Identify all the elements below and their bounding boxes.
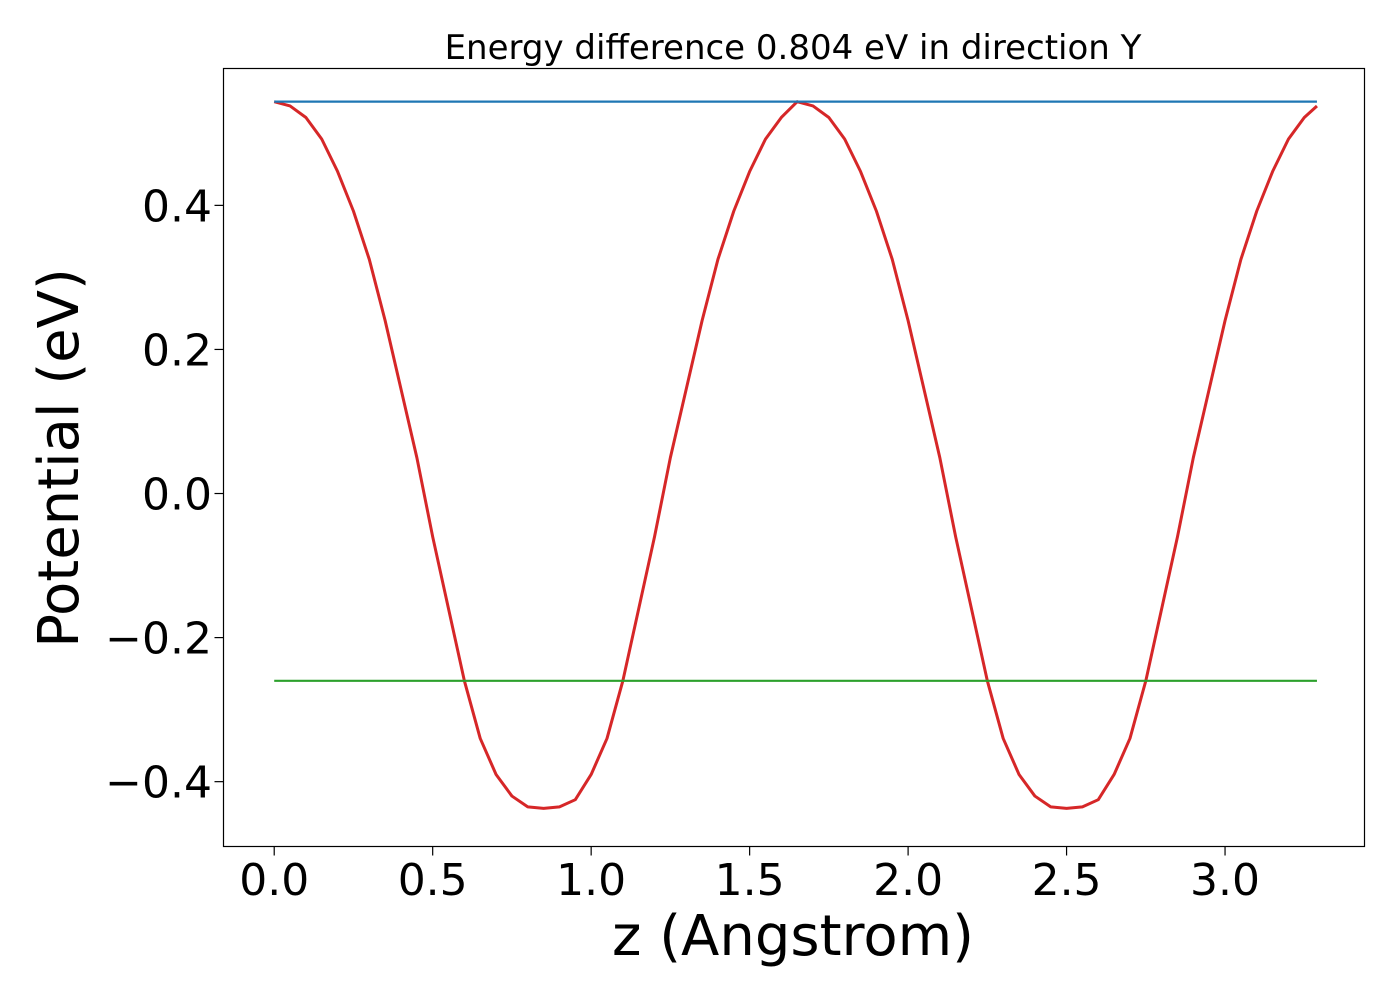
plot-area xyxy=(222,67,1366,848)
y-tick-label: 0.4 xyxy=(142,181,212,232)
y-tick-label: −0.4 xyxy=(105,758,212,809)
y-axis-label: Potential (eV) xyxy=(27,268,92,648)
x-tick-label: 1.5 xyxy=(715,855,785,906)
y-axis-ticks: 0.4 0.2 0.0 −0.2 −0.4 xyxy=(105,181,224,809)
series-line-0 xyxy=(273,100,1318,810)
x-tick-label: 2.0 xyxy=(873,855,943,906)
x-tick-label: 1.0 xyxy=(556,855,626,906)
x-tick-label: 2.5 xyxy=(1032,855,1102,906)
y-tick-label: −0.2 xyxy=(105,614,212,665)
chart-title: Energy difference 0.804 eV in direction … xyxy=(445,28,1142,68)
x-tick-label: 0.0 xyxy=(239,855,309,906)
y-tick-label: 0.2 xyxy=(142,325,212,376)
y-tick-label: 0.0 xyxy=(142,470,212,521)
x-tick-label: 3.0 xyxy=(1190,855,1260,906)
x-axis-label: z (Angstrom) xyxy=(612,904,974,969)
series-layer xyxy=(273,100,1318,810)
x-tick-label: 0.5 xyxy=(398,855,468,906)
x-axis-ticks: 0.0 0.5 1.0 1.5 2.0 2.5 3.0 xyxy=(239,846,1260,906)
